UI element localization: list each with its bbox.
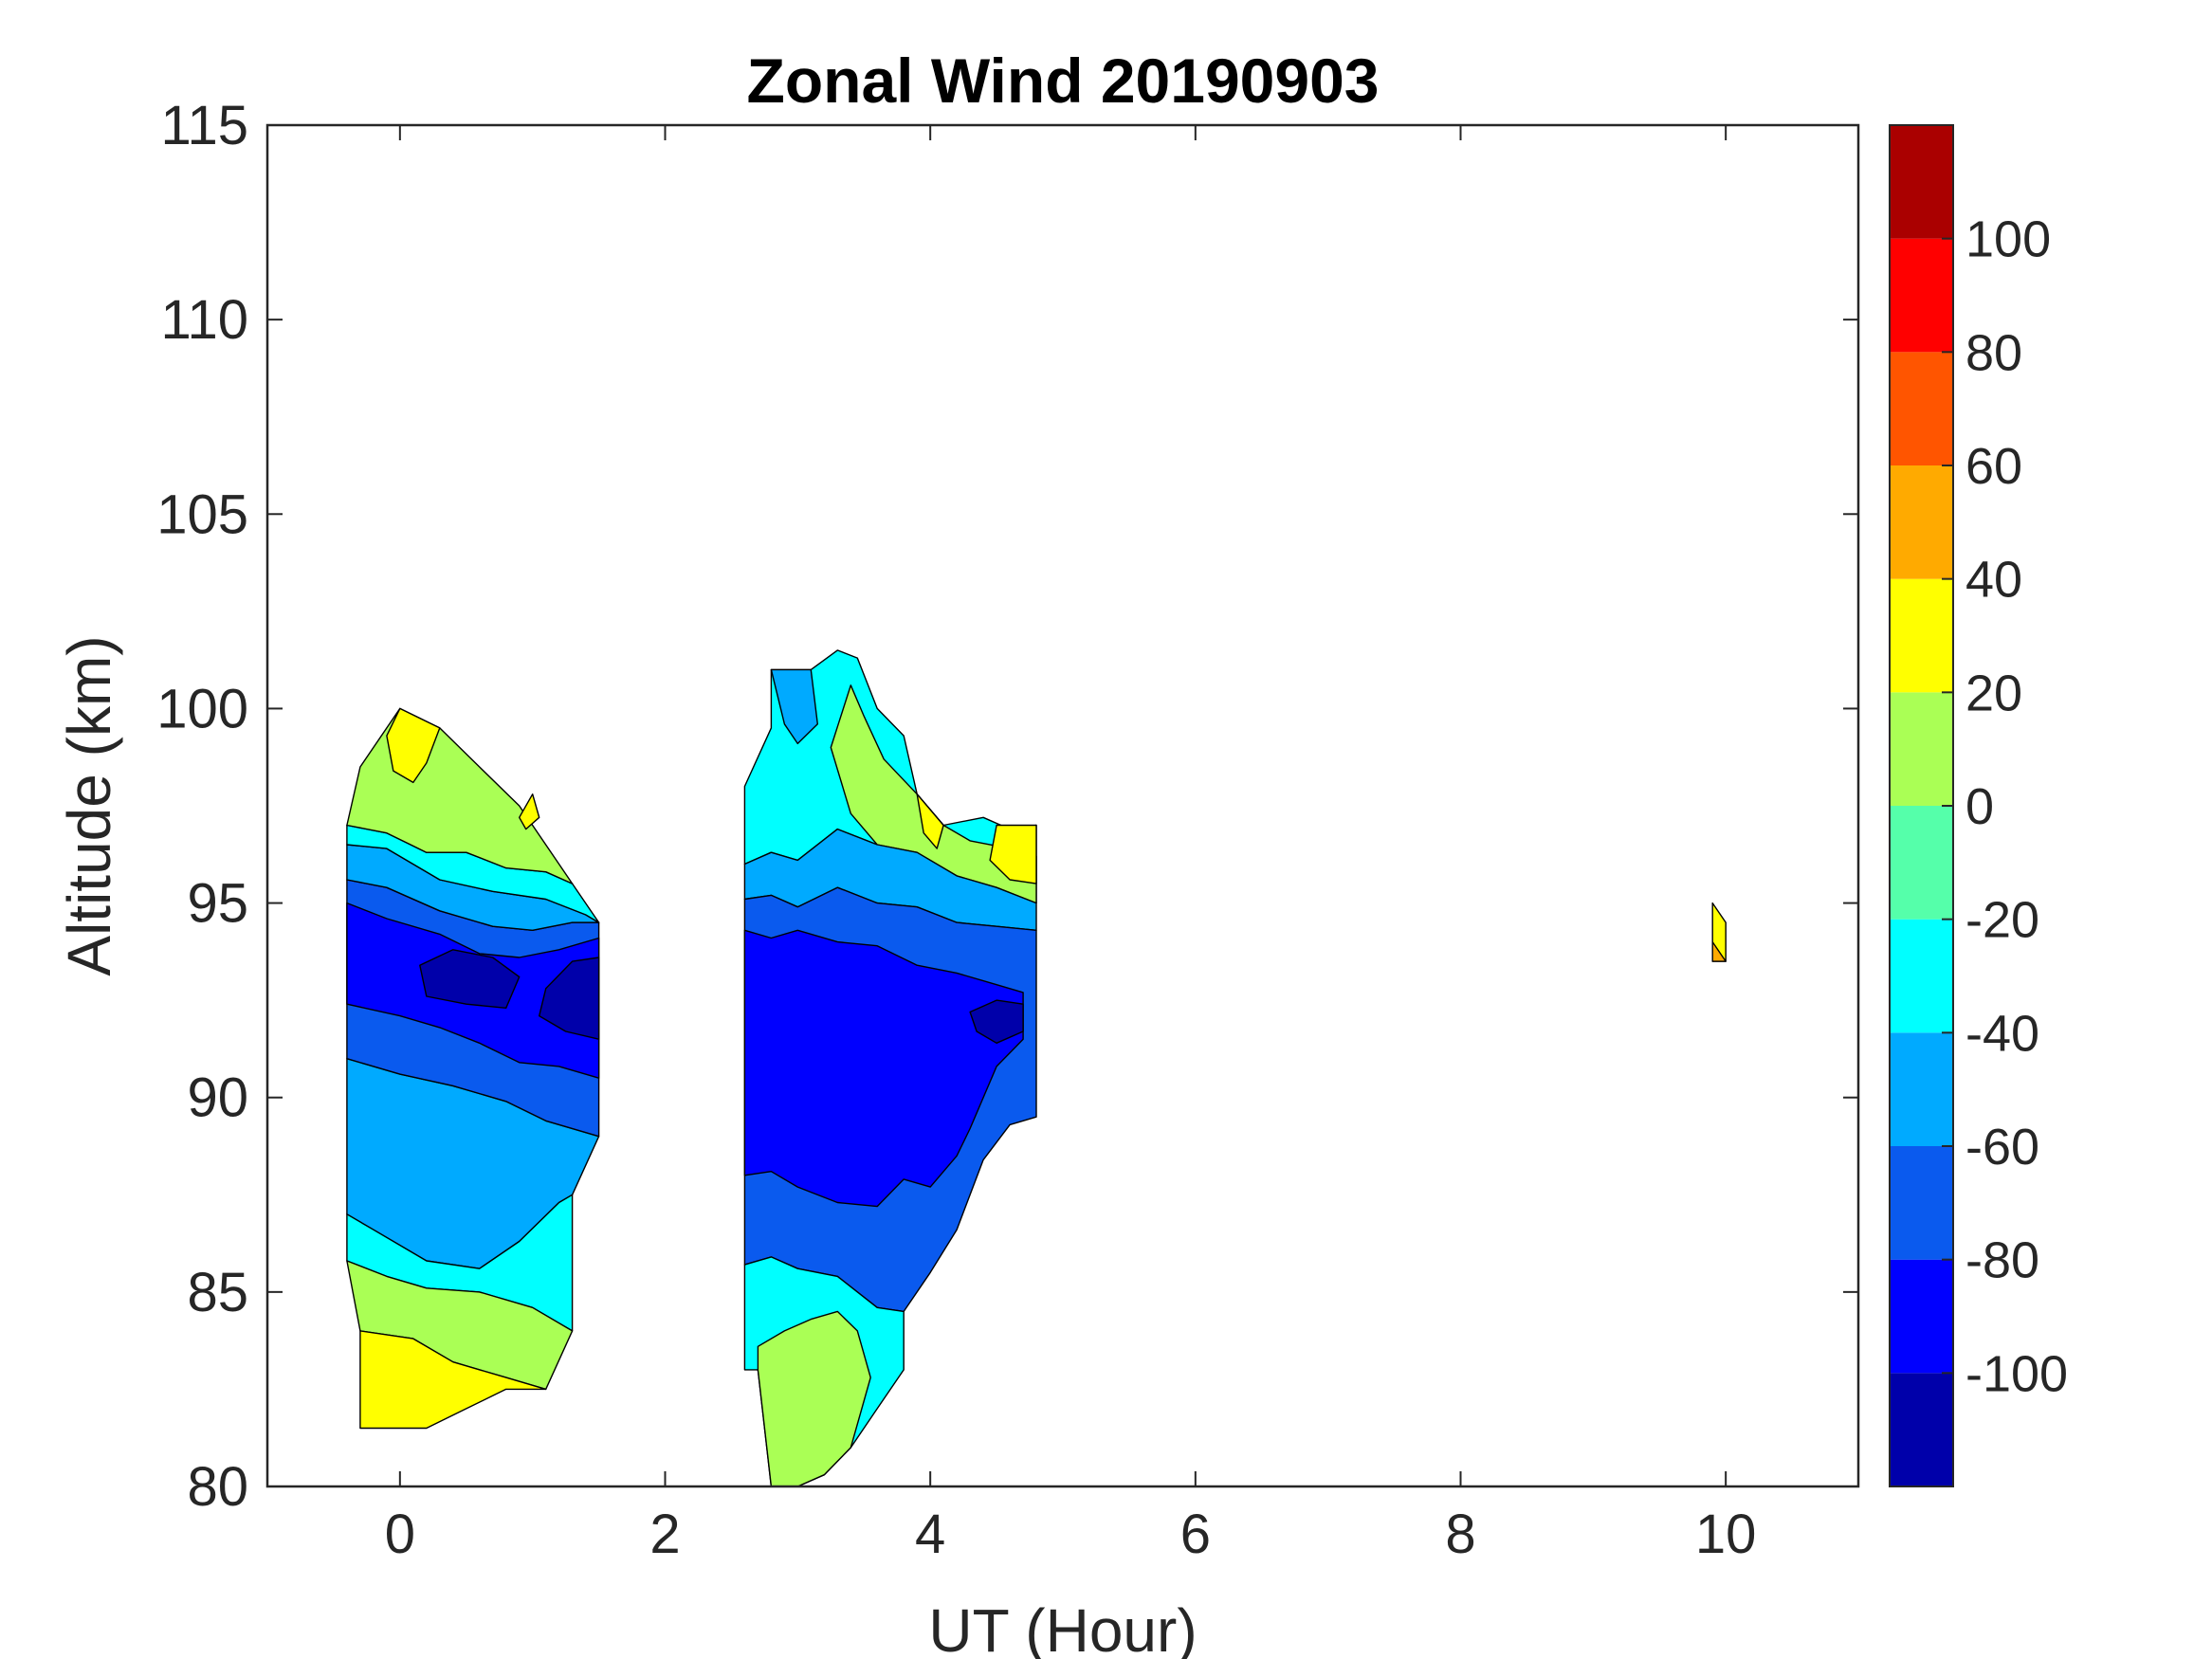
y-axis-label: Altitude (km) — [55, 635, 123, 975]
colorbar-swatch — [1890, 692, 1953, 806]
y-tick-label: 115 — [161, 95, 248, 156]
colorbar-swatch — [1890, 578, 1953, 693]
colorbar-tick-label: 100 — [1965, 211, 2051, 268]
colorbar-tick-label: -60 — [1965, 1119, 2039, 1176]
colorbar-swatch — [1890, 1146, 1953, 1260]
x-tick-label: 10 — [1695, 1504, 1757, 1565]
colorbar-tick-label: 80 — [1965, 324, 2022, 381]
y-tick-label: 100 — [156, 678, 248, 739]
plot-frame — [265, 123, 1860, 1488]
x-tick-label: 0 — [385, 1504, 415, 1565]
x-tick-label: 4 — [915, 1504, 945, 1565]
colorbar-tick-label: 0 — [1965, 778, 1994, 835]
y-tick-label: 85 — [187, 1262, 248, 1323]
contour-zone-1-4 — [916, 793, 944, 849]
colorbar-tick-label: 20 — [1965, 665, 2022, 721]
x-tick-label: 2 — [649, 1504, 680, 1565]
colorbar-tick-label: -80 — [1965, 1232, 2039, 1289]
colorbar-tick-label: -20 — [1965, 892, 2039, 949]
contour-zone-0-3 — [359, 1330, 547, 1430]
colorbar: -100 -80 -60 -40 -20 0 20 40 60 80 100 — [1889, 124, 2068, 1487]
colorbar-swatch — [1890, 1373, 1953, 1486]
contour-zone-1-7 — [743, 929, 1024, 1208]
contour-zone-1-1 — [770, 668, 818, 745]
colorbar-swatch — [1890, 919, 1953, 1033]
x-tick-label: 8 — [1445, 1504, 1475, 1565]
contour-zone-1-10 — [757, 1310, 871, 1487]
colorbar-tick-label: 40 — [1965, 552, 2022, 609]
contour-fill-layer — [346, 649, 1727, 1487]
colorbar-swatch — [1890, 1259, 1953, 1374]
colorbar-swatch — [1890, 1032, 1953, 1146]
y-tick-label: 110 — [161, 289, 248, 351]
colorbar-swatch — [1890, 465, 1953, 579]
contour-zone-1-8 — [969, 999, 1024, 1045]
axis-ticks: 0 2 4 6 8 10 80 85 90 95 100 105 110 115 — [156, 95, 1858, 1565]
plot-area: 0 2 4 6 8 10 80 85 90 95 100 105 110 115 — [156, 95, 1860, 1565]
colorbar-tick-label: -100 — [1965, 1345, 2068, 1402]
chart-title: Zonal Wind 20190903 — [747, 46, 1380, 116]
colorbar-tick-label: -40 — [1965, 1005, 2039, 1062]
contour-zone-0-7 — [539, 957, 600, 1040]
y-tick-label: 90 — [187, 1067, 248, 1129]
contour-zone-1-3 — [989, 824, 1037, 884]
colorbar-swatch — [1890, 238, 1953, 353]
contour-zone-0-12 — [519, 793, 540, 830]
colorbar-swatch — [1890, 352, 1953, 465]
y-tick-label: 95 — [187, 873, 248, 935]
contour-zone-0-11 — [386, 707, 441, 784]
contour-zone-0-6 — [419, 949, 521, 1010]
colorbar-tick-label: 60 — [1965, 438, 2022, 495]
x-tick-label: 6 — [1180, 1504, 1211, 1565]
y-tick-label: 80 — [187, 1456, 248, 1518]
y-tick-label: 105 — [156, 483, 248, 545]
colorbar-swatch — [1890, 125, 1953, 239]
colorbar-swatch — [1890, 806, 1953, 920]
contour-zone-2-1 — [1711, 940, 1727, 962]
x-axis-label: UT (Hour) — [928, 1596, 1197, 1659]
